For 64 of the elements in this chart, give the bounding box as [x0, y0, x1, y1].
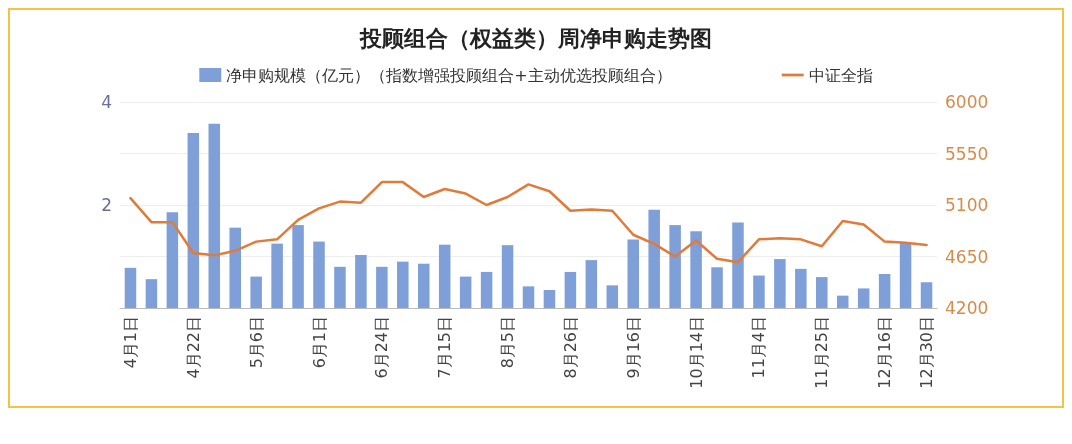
bar: [292, 225, 304, 308]
x-tick-label: 4月22日: [183, 316, 203, 379]
bar: [271, 243, 283, 308]
bar: [208, 123, 221, 308]
y-tick-label: 2: [101, 195, 112, 215]
x-tick-label: 9月16日: [623, 316, 643, 379]
bar: [711, 267, 723, 308]
y2-tick-label: 5100: [945, 195, 989, 215]
chart-title: 投顾组合（权益类）周净申购走势图: [359, 25, 712, 51]
x-tick-label: 11月25日: [812, 316, 832, 389]
bar: [774, 259, 786, 308]
bar: [648, 209, 660, 308]
bar: [480, 271, 493, 308]
y2-tick-label: 4650: [945, 246, 989, 267]
bar: [124, 267, 137, 308]
y2-tick-label: 6000: [945, 92, 989, 112]
bar: [669, 225, 681, 308]
bar: [355, 254, 367, 308]
x-tick-label: 8月5日: [498, 316, 518, 369]
bar: [250, 276, 262, 308]
bar: [564, 271, 577, 308]
bar: [606, 285, 619, 308]
bar: [920, 282, 933, 308]
bar: [376, 266, 388, 308]
bar: [501, 245, 514, 308]
x-tick-label: 8月26日: [560, 316, 580, 379]
bar: [543, 289, 556, 308]
bar: [187, 132, 200, 308]
bar: [585, 260, 598, 308]
bar: [732, 222, 744, 308]
bar: [145, 279, 158, 308]
y2-tick-label: 5550: [945, 143, 989, 164]
x-tick-label: 12月16日: [875, 316, 895, 389]
bar: [816, 277, 828, 308]
x-tick-label: 6月1日: [309, 316, 329, 369]
bar: [522, 286, 535, 308]
y2-tick-label: 4200: [945, 298, 989, 318]
x-tick-label: 6月24日: [372, 316, 392, 379]
bar: [857, 288, 870, 308]
bar: [627, 239, 639, 308]
bar: [836, 295, 849, 308]
x-tick-label: 11月4日: [749, 316, 769, 379]
bar: [397, 261, 409, 308]
x-tick-label: 7月15日: [435, 316, 455, 379]
line-series: [129, 180, 928, 264]
legend-label: 中证全指: [808, 65, 873, 85]
x-tick-label: 4月1日: [120, 316, 140, 369]
bar: [795, 268, 807, 308]
bar: [334, 266, 346, 308]
bar: [438, 244, 451, 308]
bar: [418, 263, 430, 308]
legend-label: 净申购规模（亿元）（指数增强投顾组合+主动优选投顾组合）: [226, 65, 672, 85]
bar: [229, 227, 241, 308]
bar: [690, 231, 702, 308]
bar: [313, 241, 325, 308]
x-tick-label: 12月30日: [917, 316, 937, 389]
x-tick-label: 5月6日: [246, 316, 266, 369]
x-tick-label: 10月14日: [686, 316, 706, 389]
bar: [878, 274, 891, 308]
bar: [166, 212, 179, 308]
bar: [459, 276, 472, 308]
bar: [899, 243, 912, 308]
bar: [753, 275, 765, 308]
y-tick-label: 4: [101, 92, 112, 112]
